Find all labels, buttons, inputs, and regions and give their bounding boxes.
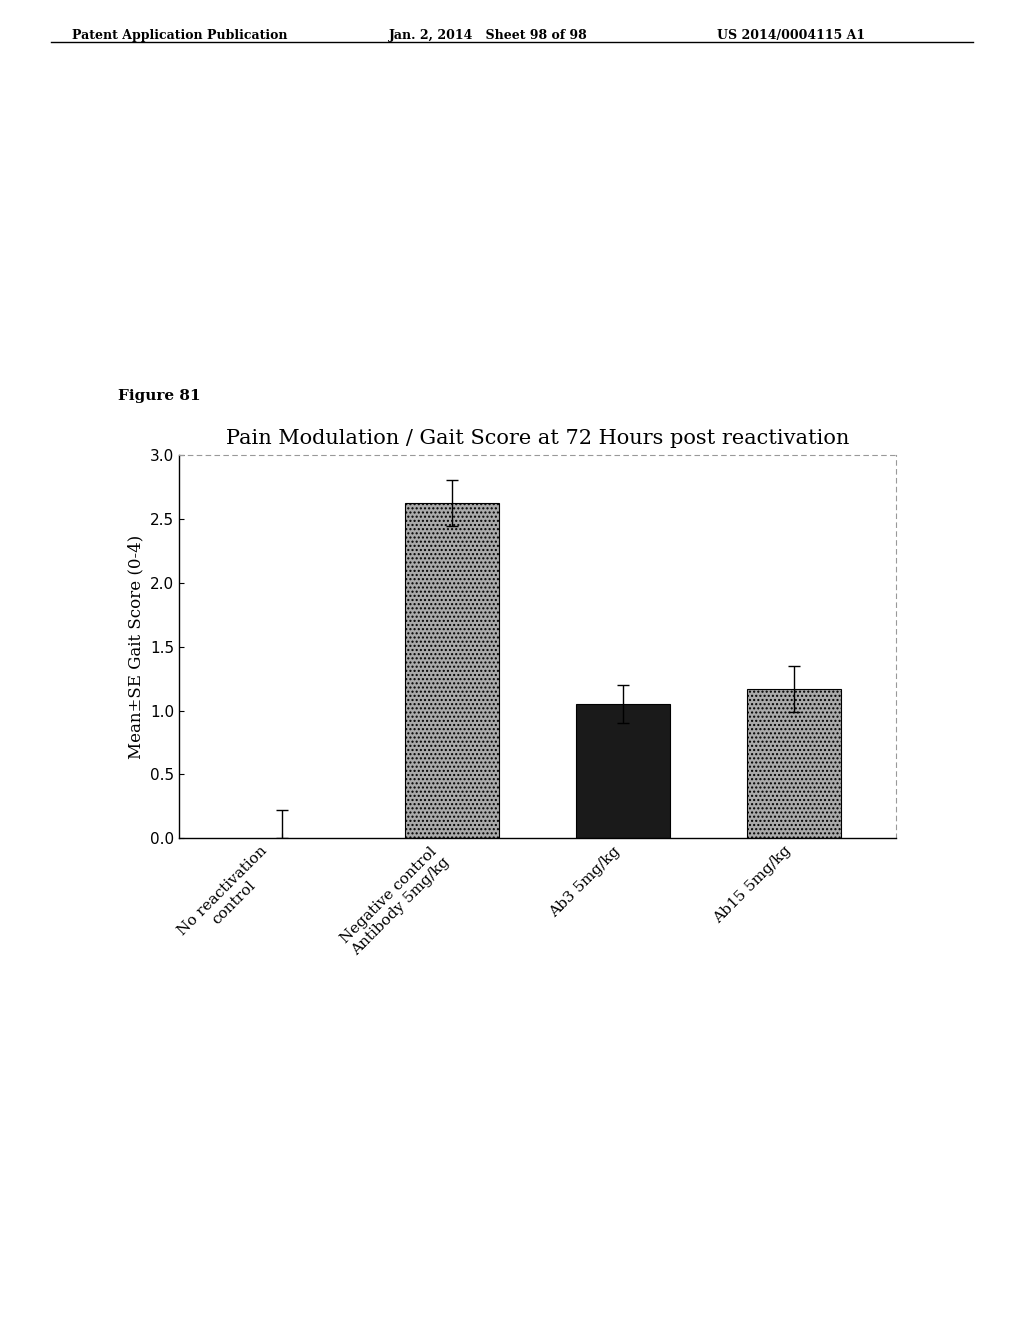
Text: Patent Application Publication: Patent Application Publication [72,29,287,42]
Bar [746,689,841,838]
Text: US 2014/0004115 A1: US 2014/0004115 A1 [717,29,865,42]
Bar [406,503,499,838]
Title: Pain Modulation / Gait Score at 72 Hours post reactivation: Pain Modulation / Gait Score at 72 Hours… [226,429,849,449]
Bar [575,705,670,838]
Text: Jan. 2, 2014   Sheet 98 of 98: Jan. 2, 2014 Sheet 98 of 98 [389,29,588,42]
Y-axis label: Mean±SE Gait Score (0-4): Mean±SE Gait Score (0-4) [128,535,144,759]
Text: Figure 81: Figure 81 [118,388,201,403]
